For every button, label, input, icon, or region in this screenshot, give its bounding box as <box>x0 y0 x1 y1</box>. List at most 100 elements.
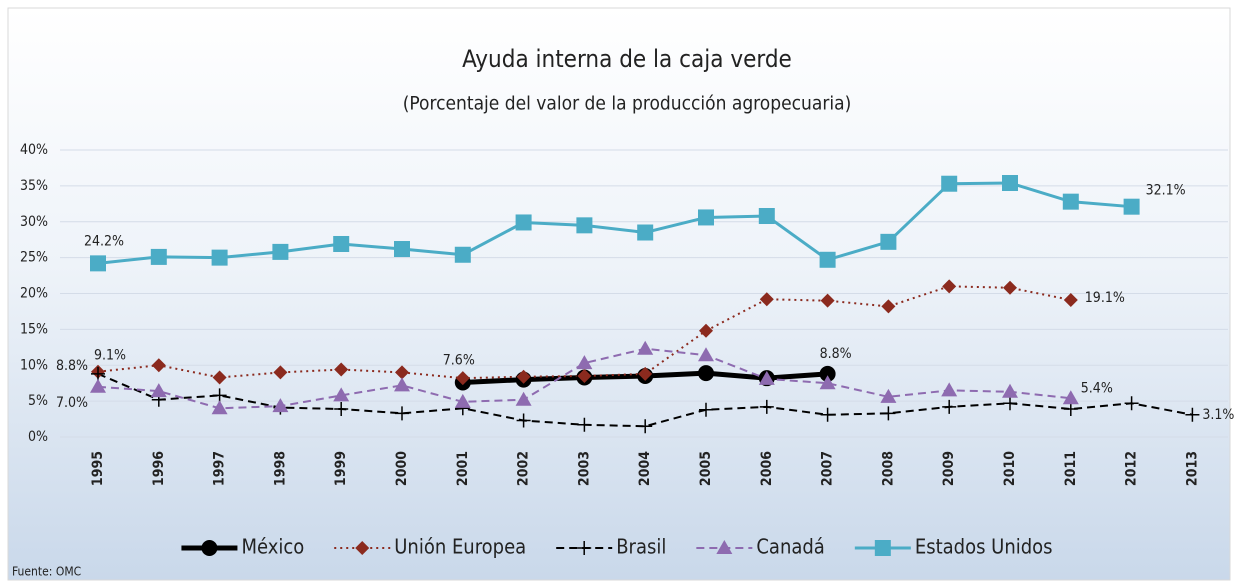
data-label: 9.1% <box>94 348 126 364</box>
data-label: 8.8% <box>56 358 88 374</box>
marker <box>394 241 410 258</box>
marker <box>881 299 896 314</box>
chart-title: Ayuda interna de la caja verde <box>462 45 792 73</box>
y-tick-label: 30% <box>20 214 48 230</box>
legend-label: México <box>241 535 304 559</box>
marker <box>1185 407 1200 422</box>
marker <box>819 375 836 390</box>
marker <box>638 419 653 434</box>
marker <box>273 365 288 380</box>
legend-label: Brasil <box>616 535 666 559</box>
x-tick-label: 2010 <box>1002 451 1018 486</box>
legend-item: Estados Unidos <box>854 535 1053 559</box>
legend-item: Brasil <box>556 535 666 559</box>
marker <box>516 369 531 384</box>
marker <box>819 251 836 268</box>
marker <box>395 365 409 380</box>
x-tick-label: 1996 <box>151 451 167 486</box>
marker <box>1063 402 1078 417</box>
marker <box>698 365 714 382</box>
data-label: 5.4% <box>1081 380 1113 396</box>
marker <box>1123 198 1140 215</box>
marker <box>1124 396 1139 411</box>
marker <box>516 413 531 428</box>
marker <box>211 249 228 266</box>
legend-item: Canadá <box>696 535 825 559</box>
marker <box>1062 193 1079 210</box>
data-label: 7.6% <box>443 352 475 368</box>
marker <box>90 255 106 272</box>
marker <box>272 243 289 260</box>
marker <box>637 340 654 355</box>
x-tick-label: 2005 <box>698 451 714 486</box>
y-tick-label: 0% <box>28 429 48 445</box>
marker <box>577 417 592 432</box>
marker <box>637 224 654 241</box>
marker <box>211 400 228 415</box>
marker <box>1062 390 1079 405</box>
x-tick-label: 1997 <box>212 451 228 486</box>
marker <box>334 362 349 377</box>
marker <box>212 388 227 403</box>
marker <box>941 175 958 192</box>
marker <box>577 541 592 555</box>
marker <box>395 406 409 421</box>
marker <box>355 541 370 555</box>
x-tick-label: 2013 <box>1184 451 1200 486</box>
x-tick-label: 1995 <box>90 451 106 486</box>
marker <box>820 293 835 308</box>
x-tick-label: 2000 <box>394 451 410 486</box>
series-line <box>97 181 1132 265</box>
marker <box>1002 175 1018 192</box>
marker <box>819 365 836 382</box>
marker <box>150 248 167 265</box>
marker <box>759 399 774 414</box>
marker <box>699 402 713 417</box>
marker <box>576 355 593 370</box>
series-line <box>97 285 1071 380</box>
marker <box>820 407 835 422</box>
marker <box>333 387 350 402</box>
x-tick-label: 1999 <box>333 451 349 486</box>
data-label: 19.1% <box>1085 290 1125 306</box>
x-tick-label: 2006 <box>759 451 775 486</box>
data-label: 8.8% <box>820 346 852 362</box>
marker <box>880 388 897 403</box>
marker <box>333 235 350 252</box>
marker <box>455 371 470 386</box>
x-tick-label: 1998 <box>272 451 288 486</box>
chart-subtitle: (Porcentaje del valor de la producción a… <box>403 93 852 115</box>
marker <box>942 279 957 294</box>
marker <box>515 214 532 231</box>
marker <box>942 399 957 414</box>
marker <box>716 540 733 554</box>
marker <box>454 393 471 408</box>
x-tick-label: 2002 <box>516 451 532 486</box>
marker <box>454 246 471 263</box>
y-tick-label: 10% <box>20 357 48 373</box>
marker <box>90 378 106 393</box>
marker <box>699 323 713 338</box>
marker <box>1063 292 1078 307</box>
y-tick-label: 15% <box>20 321 48 337</box>
legend: México Unión Europea Brasil Canadá Estados U… <box>181 535 1053 559</box>
marker <box>91 366 105 381</box>
legend-item: México <box>181 535 304 559</box>
y-tick-label: 40% <box>20 142 48 158</box>
x-tick-label: 2007 <box>820 451 836 486</box>
x-tick-label: 2001 <box>455 451 471 486</box>
x-tick-label: 2003 <box>576 451 592 486</box>
series-line <box>97 347 1071 410</box>
marker <box>638 366 653 381</box>
legend-label: Unión Europea <box>394 535 526 559</box>
source-note: Fuente: OMC <box>12 565 81 579</box>
marker <box>698 347 714 362</box>
marker <box>212 370 227 385</box>
marker <box>880 233 897 250</box>
marker <box>759 292 774 307</box>
y-tick-label: 20% <box>20 286 48 302</box>
y-tick-label: 35% <box>20 178 48 194</box>
legend-item: Unión Europea <box>334 535 526 559</box>
marker <box>881 406 896 421</box>
